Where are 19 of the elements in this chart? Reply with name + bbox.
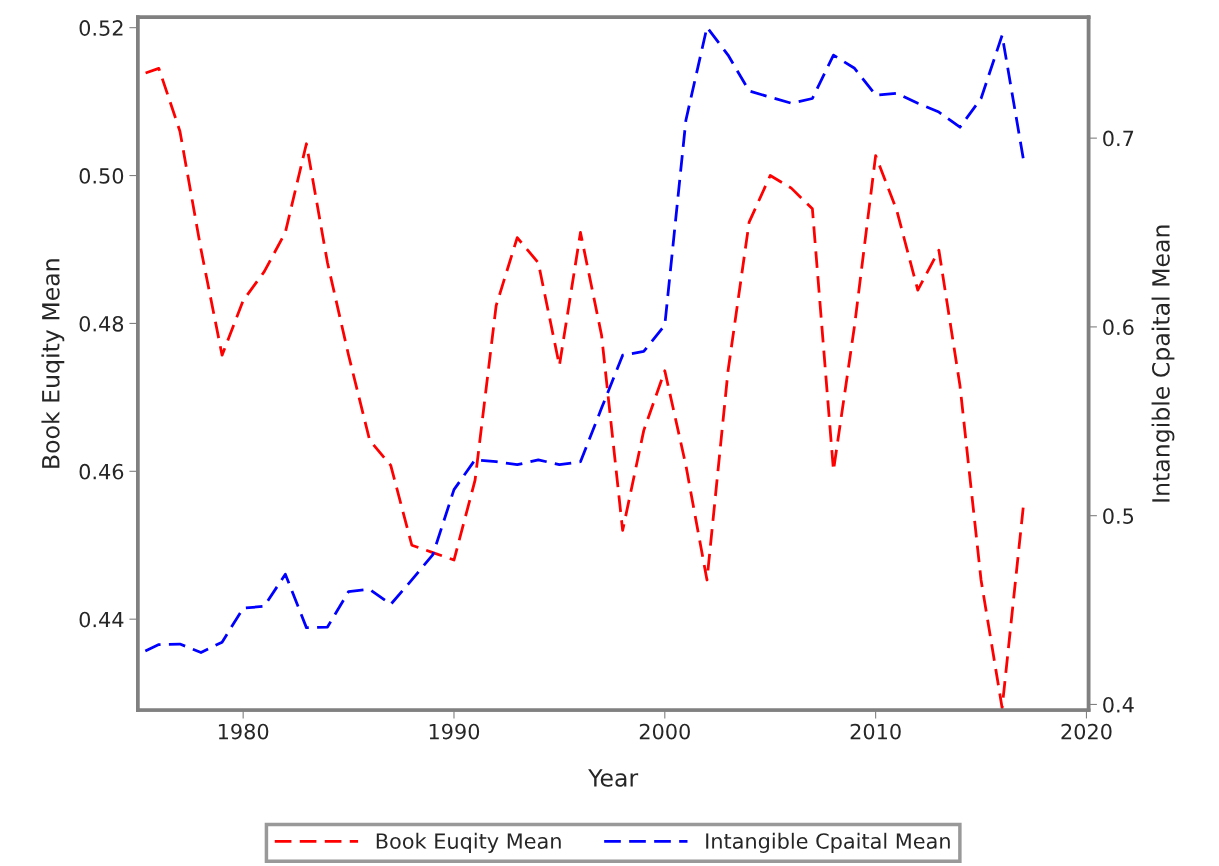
x-tick-label: 2000: [639, 723, 690, 740]
y2-tick-label: 0.7: [1103, 130, 1134, 147]
y-tick-label: 0.50: [79, 168, 124, 184]
x-tick-label: 1990: [429, 723, 480, 740]
y-tick-label: 0.52: [79, 20, 123, 36]
y2-axis-title: Intangible Cpaital Mean: [1151, 225, 1175, 502]
y-tick-label: 0.48: [79, 315, 124, 332]
y-tick-label: 0.44: [79, 611, 124, 628]
y2-tick-label: 0.4: [1103, 696, 1134, 713]
x-tick-label: 1980: [218, 723, 269, 740]
x-axis-title: Year: [588, 769, 639, 787]
x-tick-label: 2010: [850, 723, 901, 740]
y2-tick-label: 0.5: [1103, 508, 1134, 524]
y2-tick-label: 0.6: [1103, 319, 1134, 336]
x-tick-label: 2020: [1061, 723, 1112, 740]
legend-label: Book Euqity Mean: [376, 832, 561, 853]
y-tick-label: 0.46: [79, 463, 124, 480]
y-axis-title: Book Euqity Mean: [41, 259, 65, 468]
legend-label: Intangible Cpaital Mean: [706, 832, 950, 853]
